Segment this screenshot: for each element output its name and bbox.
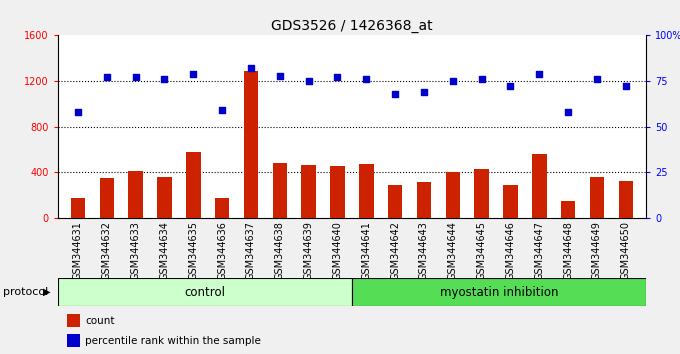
- Bar: [129, 171, 143, 218]
- Bar: [67, 314, 80, 327]
- Text: GSM344647: GSM344647: [534, 221, 544, 280]
- Text: protocol: protocol: [3, 287, 49, 297]
- Bar: [590, 177, 605, 218]
- Bar: [619, 181, 633, 218]
- Bar: [243, 71, 258, 218]
- Point: [159, 76, 170, 82]
- Bar: [445, 172, 460, 218]
- Text: ▶: ▶: [42, 287, 50, 297]
- Point: [245, 65, 256, 71]
- Text: GSM344648: GSM344648: [563, 221, 573, 280]
- Bar: [186, 152, 201, 218]
- Text: GSM344640: GSM344640: [333, 221, 343, 280]
- Point: [274, 73, 285, 78]
- Text: GSM344646: GSM344646: [505, 221, 515, 280]
- Bar: [503, 185, 517, 218]
- Bar: [215, 198, 229, 218]
- Point: [188, 71, 199, 76]
- Bar: [67, 334, 80, 347]
- Text: GSM344637: GSM344637: [246, 221, 256, 280]
- Bar: [330, 166, 345, 218]
- Text: GSM344639: GSM344639: [304, 221, 313, 280]
- Bar: [301, 165, 316, 218]
- Text: GSM344633: GSM344633: [131, 221, 141, 280]
- Point: [419, 89, 430, 95]
- Text: GSM344650: GSM344650: [621, 221, 631, 280]
- Point: [476, 76, 487, 82]
- Point: [620, 84, 631, 89]
- Point: [130, 74, 141, 80]
- Text: myostatin inhibition: myostatin inhibition: [440, 286, 558, 298]
- Point: [217, 107, 228, 113]
- Text: GSM344636: GSM344636: [217, 221, 227, 280]
- Title: GDS3526 / 1426368_at: GDS3526 / 1426368_at: [271, 19, 432, 33]
- Bar: [99, 178, 114, 218]
- Text: percentile rank within the sample: percentile rank within the sample: [86, 336, 261, 346]
- Text: GSM344638: GSM344638: [275, 221, 285, 280]
- Text: GSM344643: GSM344643: [419, 221, 429, 280]
- Bar: [532, 154, 547, 218]
- Bar: [561, 201, 575, 218]
- Bar: [352, 278, 646, 306]
- Point: [101, 74, 112, 80]
- Bar: [58, 278, 352, 306]
- Text: control: control: [184, 286, 225, 298]
- Point: [303, 78, 314, 84]
- Text: GSM344635: GSM344635: [188, 221, 199, 280]
- Bar: [475, 169, 489, 218]
- Point: [361, 76, 372, 82]
- Point: [534, 71, 545, 76]
- Bar: [417, 182, 431, 218]
- Text: GSM344649: GSM344649: [592, 221, 602, 280]
- Point: [447, 78, 458, 84]
- Text: GSM344634: GSM344634: [160, 221, 169, 280]
- Point: [390, 91, 401, 97]
- Text: GSM344644: GSM344644: [448, 221, 458, 280]
- Text: GSM344641: GSM344641: [361, 221, 371, 280]
- Point: [563, 109, 574, 115]
- Text: GSM344645: GSM344645: [477, 221, 487, 280]
- Text: count: count: [86, 316, 115, 326]
- Text: GSM344631: GSM344631: [73, 221, 83, 280]
- Bar: [273, 163, 287, 218]
- Point: [505, 84, 516, 89]
- Bar: [359, 164, 373, 218]
- Text: GSM344632: GSM344632: [102, 221, 112, 280]
- Point: [332, 74, 343, 80]
- Bar: [71, 198, 85, 218]
- Point: [73, 109, 84, 115]
- Bar: [157, 177, 171, 218]
- Point: [592, 76, 602, 82]
- Text: GSM344642: GSM344642: [390, 221, 400, 280]
- Bar: [388, 185, 403, 218]
